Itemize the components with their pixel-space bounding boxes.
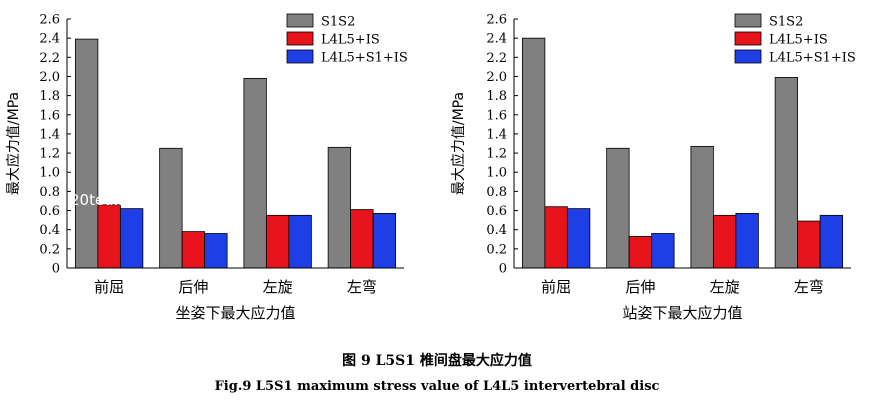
x-tick-label: 左弯 — [794, 278, 824, 296]
y-axis-label: 最大应力值/MPa — [450, 92, 467, 195]
bar-s1s2-1-1 — [74, 38, 99, 269]
x-tick-label: 左旋 — [710, 278, 740, 296]
bar-l4l5-is-1-3 — [265, 214, 290, 269]
y-tick-label: 2.2 — [39, 51, 60, 66]
y-tick-label: 2.4 — [486, 32, 507, 47]
bar-s1s2-2-1 — [521, 37, 546, 269]
x-tick-label: 左弯 — [347, 278, 377, 296]
y-tick-label: 0.4 — [39, 223, 60, 238]
bar-l4l5-is-2-4 — [797, 220, 821, 269]
bar-l4l5-s1-is-1-4 — [372, 213, 397, 269]
x-tick-label: 后伸 — [178, 278, 208, 296]
x-tick-label: 后伸 — [625, 278, 655, 296]
legend-label-s1s2: S1S2 — [769, 15, 803, 30]
legend-label-s1s2: S1S2 — [321, 15, 355, 30]
legend-swatch-l4l5-is — [734, 31, 762, 46]
bar-s1s2-1-3 — [243, 77, 267, 269]
y-tick-label: 2.4 — [39, 32, 60, 47]
y-tick-label: 1.4 — [486, 127, 507, 142]
x-axis-label: 站姿下最大应力值 — [622, 304, 742, 322]
bar-l4l5-s1-is-2-2 — [651, 233, 675, 269]
y-tick-label: 0 — [52, 262, 60, 277]
legend-swatch-l4l5-is — [286, 31, 314, 46]
y-tick-label: 1.8 — [486, 89, 507, 104]
y-tick-label: 2.6 — [486, 13, 507, 28]
y-tick-label: 1.2 — [39, 147, 60, 162]
bar-l4l5-s1-is-1-2 — [204, 233, 228, 269]
y-tick-label: 1.4 — [39, 127, 60, 142]
y-axis-label: 最大应力值/MPa — [5, 92, 22, 195]
y-tick-label: 0.4 — [486, 223, 507, 238]
bar-l4l5-is-2-2 — [628, 235, 653, 269]
y-tick-label: 1.2 — [486, 147, 507, 162]
y-tick-label: 1.0 — [486, 166, 507, 181]
bar-l4l5-s1-is-1-1 — [119, 208, 144, 269]
y-tick-label: 1.6 — [39, 108, 60, 123]
figure-caption-chinese: 图 9 L5S1 椎间盘最大应力值 — [342, 353, 532, 369]
x-tick-label: 前屈 — [94, 278, 124, 296]
legend-swatch-l4l5-s1-is — [734, 49, 762, 64]
y-tick-label: 0.2 — [486, 242, 507, 257]
y-tick-label: 1.0 — [39, 166, 60, 181]
bar-l4l5-s1-is-2-4 — [819, 214, 844, 269]
y-tick-label: 0.2 — [39, 242, 60, 257]
watermark-text: 20tea...n — [70, 191, 138, 209]
y-tick-label: 1.8 — [39, 89, 60, 104]
bar-s1s2-2-4 — [774, 77, 799, 269]
legend-swatch-l4l5-s1-is — [286, 49, 314, 64]
legend-label-l4l5-s1-is: L4L5+S1+IS — [769, 51, 856, 66]
y-tick-label: 2.0 — [486, 70, 507, 85]
bar-l4l5-s1-is-2-1 — [566, 208, 591, 269]
bar-s1s2-2-3 — [690, 145, 714, 269]
legend-label-l4l5-is: L4L5+IS — [321, 33, 380, 48]
y-tick-label: 2.0 — [39, 70, 60, 85]
legend-swatch-s1s2 — [734, 13, 762, 28]
y-tick-label: 0.6 — [486, 204, 507, 219]
bar-l4l5-s1-is-2-3 — [735, 213, 759, 269]
x-tick-label: 前屈 — [541, 278, 571, 296]
y-tick-label: 0 — [499, 262, 507, 277]
bar-l4l5-is-2-1 — [544, 206, 568, 269]
y-tick-label: 2.2 — [486, 51, 507, 66]
bar-l4l5-is-2-3 — [712, 214, 737, 269]
legend-label-l4l5-s1-is: L4L5+S1+IS — [321, 51, 408, 66]
bar-l4l5-is-1-2 — [181, 231, 206, 269]
y-tick-label: 0.8 — [39, 185, 60, 200]
bar-s1s2-1-2 — [159, 147, 183, 269]
y-tick-label: 1.6 — [486, 108, 507, 123]
bar-l4l5-is-1-1 — [97, 204, 121, 269]
bar-s1s2-1-4 — [327, 146, 352, 269]
bar-l4l5-is-1-4 — [350, 209, 374, 269]
bar-l4l5-s1-is-1-3 — [288, 214, 312, 269]
legend-label-l4l5-is: L4L5+IS — [769, 33, 828, 48]
bar-s1s2-2-2 — [606, 147, 630, 269]
x-axis-label: 坐姿下最大应力值 — [175, 304, 295, 322]
figure-caption-english: Fig.9 L5S1 maximum stress value of L4L5 … — [214, 379, 660, 394]
y-tick-label: 0.8 — [486, 185, 507, 200]
y-tick-label: 0.6 — [39, 204, 60, 219]
legend-swatch-s1s2 — [286, 13, 314, 28]
x-tick-label: 左旋 — [263, 278, 293, 296]
y-tick-label: 2.6 — [39, 13, 60, 28]
